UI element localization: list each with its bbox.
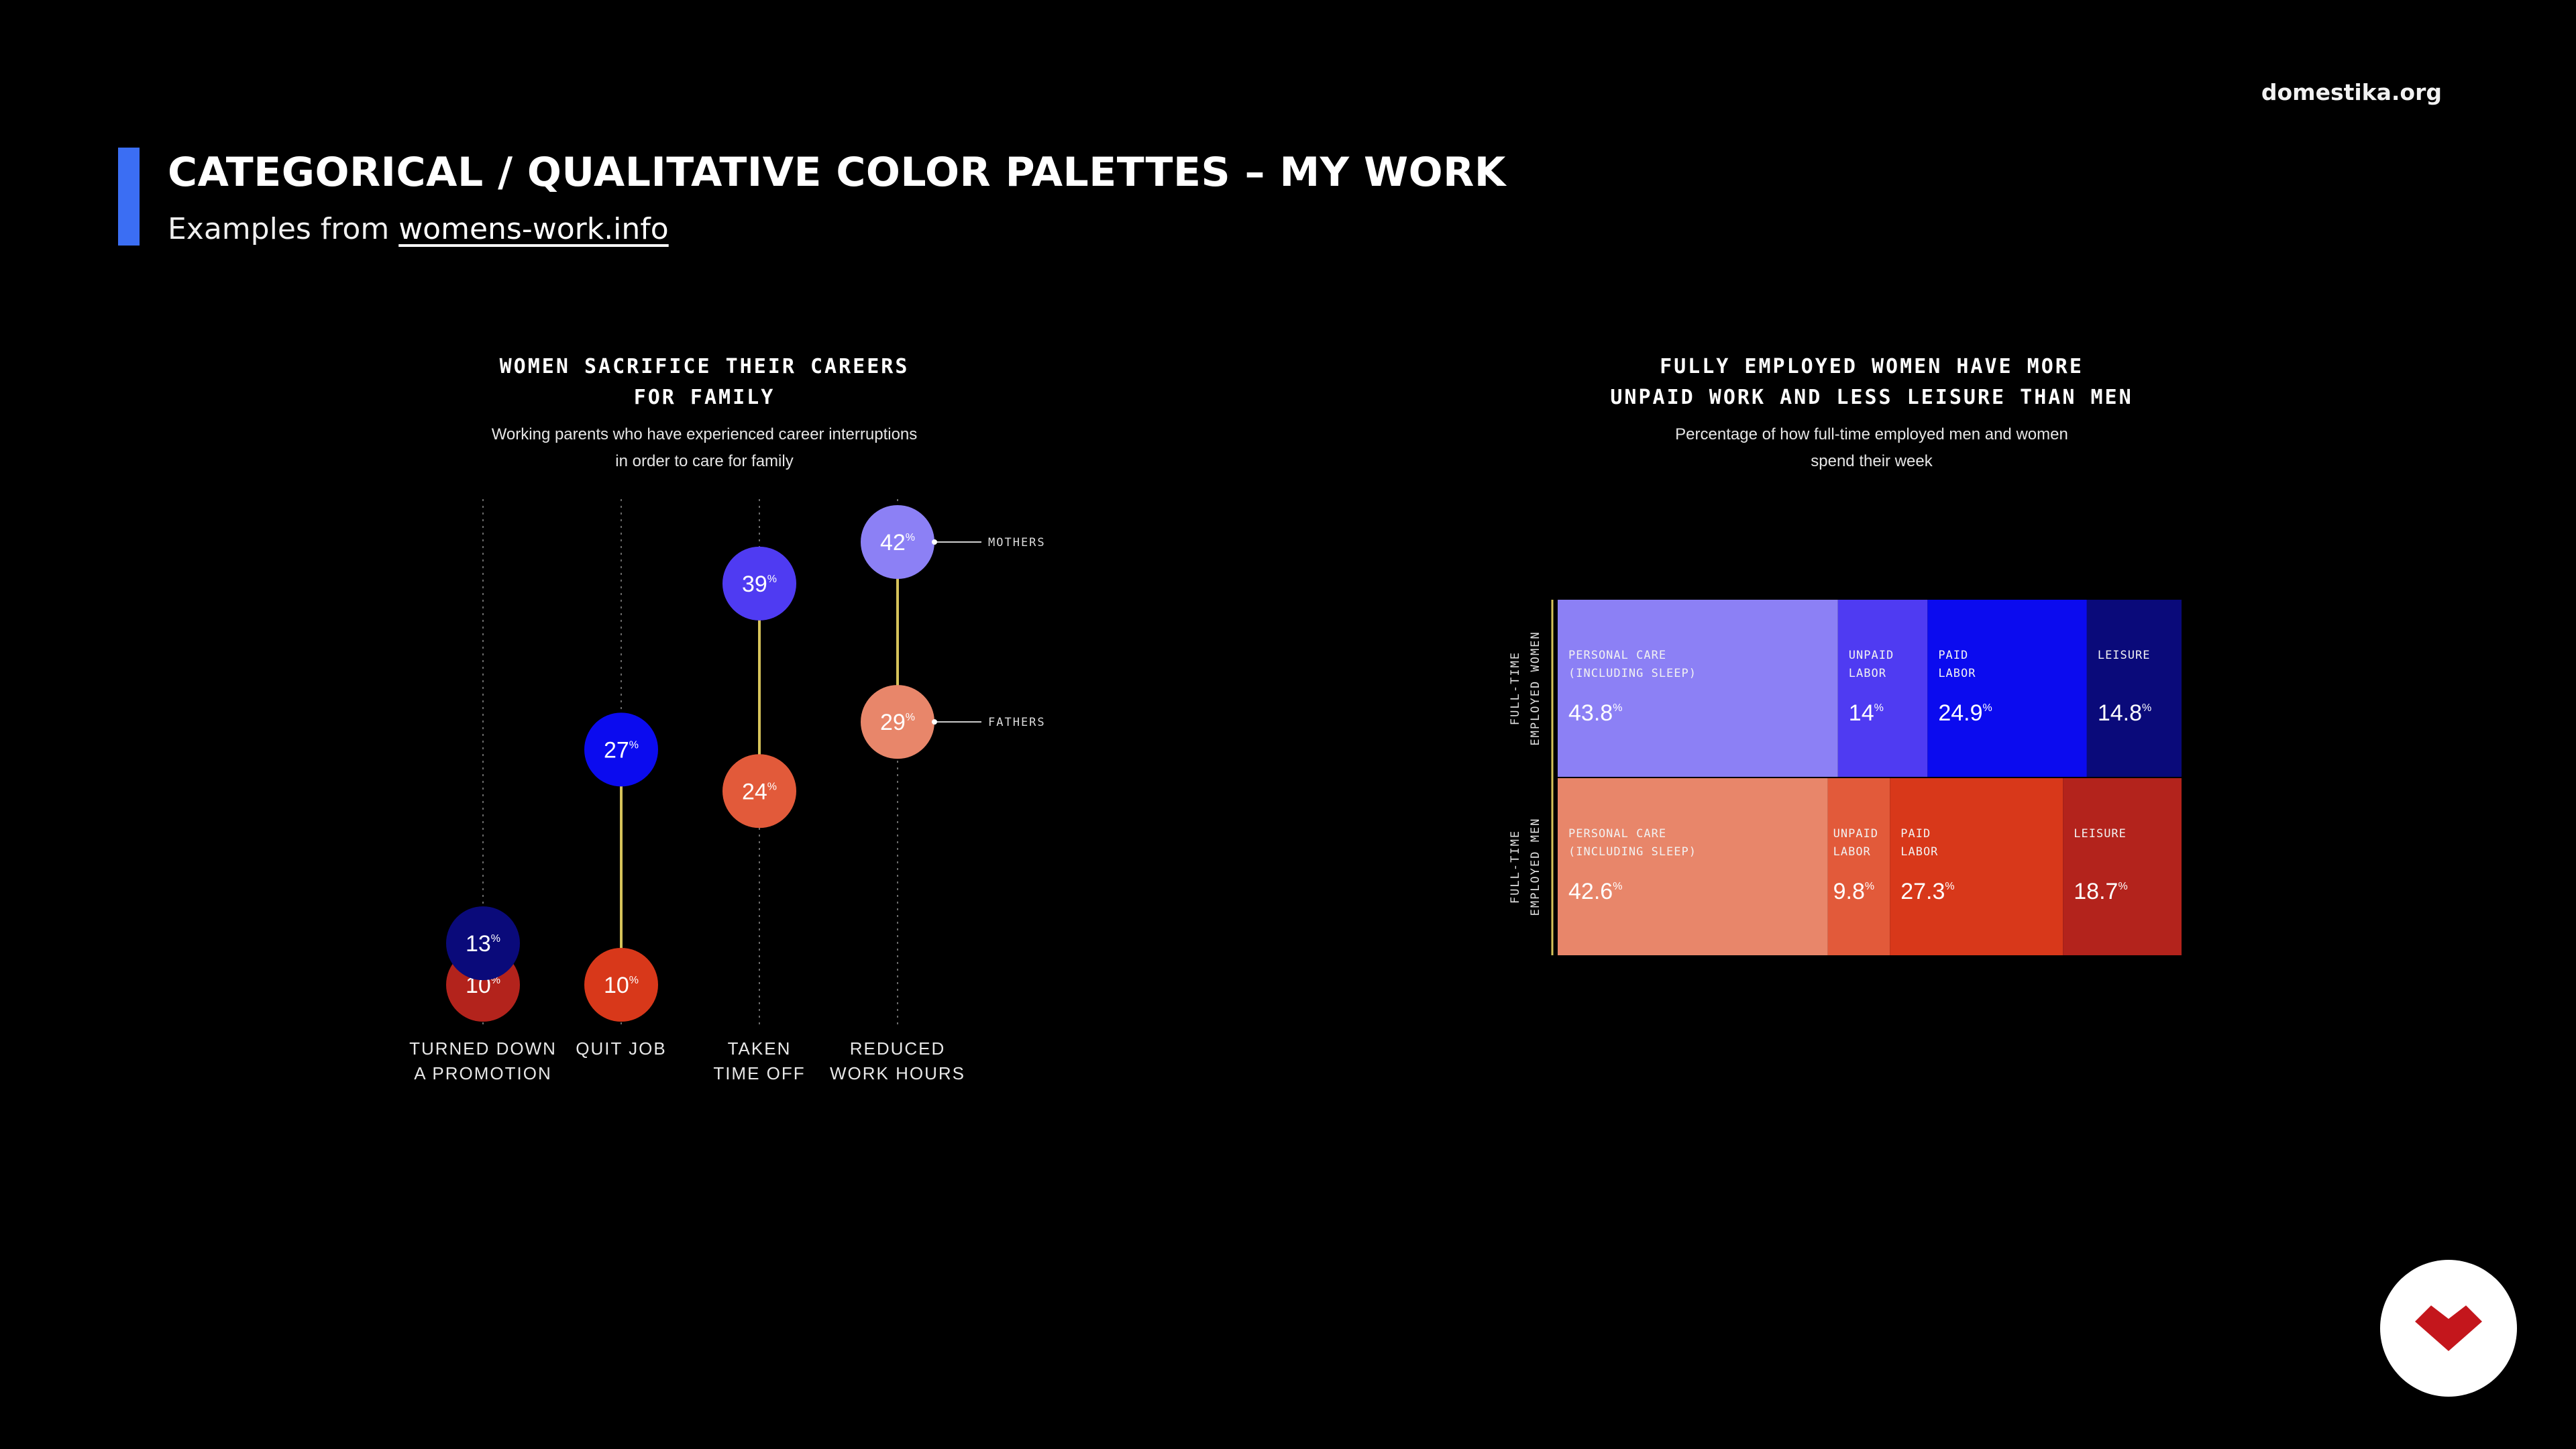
segment-label-1-1-0: UNPAID [1833,827,1878,841]
category-label-2-1: TIME OFF [713,1063,805,1083]
segment-1-1 [1827,778,1890,955]
segment-0-3 [2086,600,2182,777]
page-title: CATEGORICAL / QUALITATIVE COLOR PALETTES… [168,149,1506,196]
segment-label-1-2-0: PAID [1900,827,1931,841]
mothers-0-dot [446,906,520,981]
segment-label-0-0-0: PERSONAL CARE [1568,649,1666,662]
career-interruptions-chart: 10%13%10%27%24%39%29%42% MOTHERSFATHERSTU… [409,499,1046,1083]
left-chart-title-line1: WOMEN SACRIFICE THEIR CAREERS [499,355,910,378]
segment-label-0-1-1: LABOR [1849,667,1886,680]
weekly-time-use-chart: FULL-TIME EMPLOYED WOMEN PERSONAL CARE (INC… [1509,600,2182,955]
segment-label-1-0-1: (INCLUDING SLEEP) [1568,845,1697,859]
category-label-0-1: A PROMOTION [414,1063,551,1083]
segment-label-1-3-0: LEISURE [2074,827,2127,841]
segment-1-2 [1890,778,2063,955]
mothers-2-dot [722,546,796,621]
segment-0-1 [1837,600,1928,777]
fathers-legend-label: FATHERS [988,716,1046,729]
segment-0-2 [1927,600,2087,777]
segment-label-0-0-1: (INCLUDING SLEEP) [1568,667,1697,680]
segment-1-3 [2063,778,2182,955]
fathers-legend-marker [932,719,937,725]
right-chart-subtitle-line2: spend their week [1811,452,1933,470]
domestika-logo-icon [2415,1305,2482,1351]
mothers-legend-label: MOTHERS [988,536,1046,549]
fathers-1-dot [584,948,658,1022]
row-label-1-1: EMPLOYED MEN [1529,818,1542,916]
segment-label-1-0-0: PERSONAL CARE [1568,827,1666,841]
segment-0-0 [1558,600,1838,777]
row-label-1-0: FULL-TIME [1509,830,1522,904]
right-chart-subtitle: Percentage of how full-time employed men… [1563,421,2180,475]
title-accent-bar [118,148,140,246]
left-chart-subtitle-line1: Working parents who have experienced car… [491,425,918,443]
right-chart-title-line2: UNPAID WORK AND LESS LEISURE THAN MEN [1610,386,2133,409]
source-link[interactable]: womens-work.info [398,212,669,246]
subtitle-prefix: Examples from [168,212,399,246]
left-chart-title: WOMEN SACRIFICE THEIR CAREERS FOR FAMILY [456,352,953,413]
brand-site-label[interactable]: domestika.org [2261,79,2442,105]
mothers-legend-marker [932,539,937,545]
segment-label-1-1-1: LABOR [1833,845,1871,859]
fathers-2-dot [722,754,796,828]
segment-1-0 [1558,778,1828,955]
segment-label-0-1-0: UNPAID [1849,649,1894,662]
row-label-0-1: EMPLOYED WOMEN [1529,631,1542,745]
segment-label-1-2-1: LABOR [1900,845,1938,859]
row-label-0-0: FULL-TIME [1509,651,1522,725]
left-chart-subtitle: Working parents who have experienced car… [456,421,953,475]
category-label-1-0: QUIT JOB [576,1038,666,1059]
right-chart-title-line1: FULLY EMPLOYED WOMEN HAVE MORE [1660,355,2084,378]
segment-label-0-3-0: LEISURE [2098,649,2151,662]
segment-label-0-2-1: LABOR [1938,667,1976,680]
left-chart-subtitle-line2: in order to care for family [615,452,794,470]
segment-label-0-2-0: PAID [1938,649,1968,662]
category-label-2-0: TAKEN [728,1038,792,1059]
domestika-logo-button[interactable] [2380,1260,2517,1397]
category-label-3-0: REDUCED [850,1038,946,1059]
mothers-3-dot [861,505,934,579]
left-chart-title-line2: FOR FAMILY [633,386,775,409]
page-subtitle: Examples from womens-work.info [168,212,669,246]
right-chart-title: FULLY EMPLOYED WOMEN HAVE MORE UNPAID WO… [1563,352,2180,413]
right-chart-subtitle-line1: Percentage of how full-time employed men… [1675,425,2068,443]
fathers-3-dot [861,685,934,759]
category-label-3-1: WORK HOURS [830,1063,965,1083]
mothers-1-dot [584,712,658,787]
category-label-0-0: TURNED DOWN [409,1038,557,1059]
